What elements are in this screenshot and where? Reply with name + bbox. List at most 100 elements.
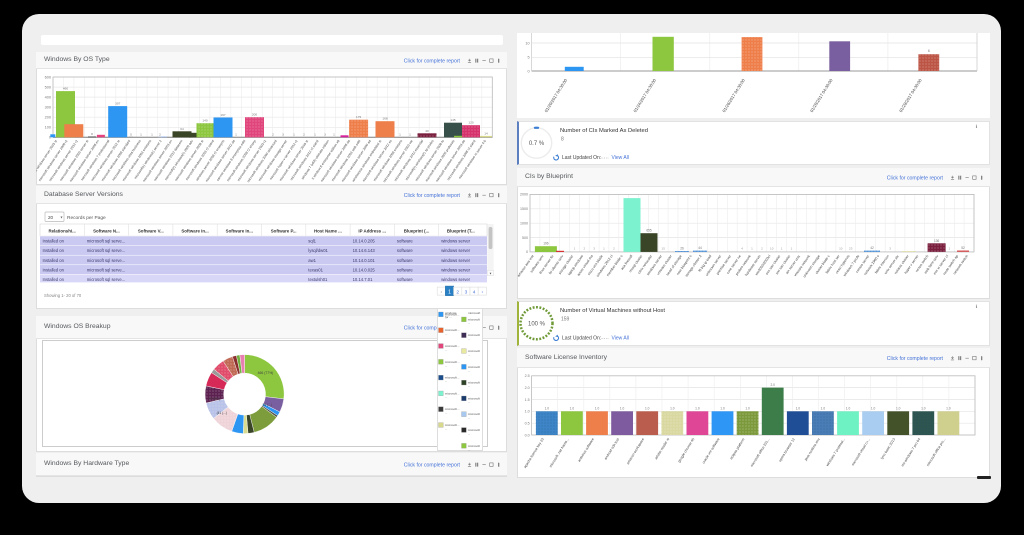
svg-text:64: 64 xyxy=(180,127,184,131)
svg-text:5: 5 xyxy=(527,56,529,60)
svg-text:175: 175 xyxy=(356,115,361,119)
svg-text:Number of CIs Marked As Delete: Number of CIs Marked As Deleted xyxy=(560,128,648,134)
svg-text:...: ... xyxy=(445,316,448,320)
svg-text:▾: ▾ xyxy=(61,215,63,220)
svg-text:20: 20 xyxy=(48,215,54,220)
svg-text:...: ... xyxy=(468,447,471,451)
svg-text:1: 1 xyxy=(948,246,950,250)
svg-text:52: 52 xyxy=(961,246,965,250)
svg-text:1: 1 xyxy=(314,133,316,137)
svg-text:466 (77%): 466 (77%) xyxy=(258,371,274,375)
svg-text:0.0: 0.0 xyxy=(525,433,530,437)
svg-text:amazon workspace: amazon workspace xyxy=(626,437,645,465)
svg-text:1500: 1500 xyxy=(520,207,528,211)
svg-text:196: 196 xyxy=(543,242,549,246)
svg-text:android sdk tool: android sdk tool xyxy=(604,437,621,460)
svg-text:software: software xyxy=(397,267,413,272)
svg-text:aw1: aw1 xyxy=(308,258,316,263)
svg-text:1000: 1000 xyxy=(520,222,528,226)
svg-text:8: 8 xyxy=(561,137,564,143)
svg-text:microsoft: microsoft xyxy=(468,349,480,353)
svg-text:...: ... xyxy=(445,379,448,383)
svg-text:10: 10 xyxy=(770,246,774,250)
svg-text:2: 2 xyxy=(613,246,615,250)
svg-text:3: 3 xyxy=(593,246,595,250)
svg-text:...: ... xyxy=(468,416,471,420)
svg-text:1.0: 1.0 xyxy=(645,407,650,411)
svg-text:microsoft sql serve...: microsoft sql serve... xyxy=(87,248,125,253)
svg-text:microsoft office pro...: microsoft office pro... xyxy=(926,437,947,467)
svg-text:Number of Virtual Machines wit: Number of Virtual Machines without Host xyxy=(560,308,665,314)
svg-text:10.14.0.101: 10.14.0.101 xyxy=(353,258,376,263)
svg-text:0.5: 0.5 xyxy=(525,422,530,426)
svg-text:4: 4 xyxy=(473,290,476,296)
svg-text:5: 5 xyxy=(130,132,132,136)
svg-text:microsoft office 201...: microsoft office 201... xyxy=(750,437,771,467)
svg-text:1.0: 1.0 xyxy=(946,407,951,411)
svg-text:2.0: 2.0 xyxy=(770,383,775,387)
svg-text:Software In...: Software In... xyxy=(226,229,253,234)
svg-text:23: 23 xyxy=(849,246,853,250)
svg-text:1.0: 1.0 xyxy=(846,407,851,411)
svg-text:windows server: windows server xyxy=(441,267,470,272)
svg-text:Host Name ...: Host Name ... xyxy=(314,229,342,234)
svg-text:Installed on: Installed on xyxy=(43,239,65,244)
svg-text:texas01: texas01 xyxy=(308,267,323,272)
svg-text:2: 2 xyxy=(583,246,585,250)
svg-text:500: 500 xyxy=(522,236,528,240)
svg-text:Last Updated On:: Last Updated On: xyxy=(562,155,601,161)
svg-text:3: 3 xyxy=(889,246,891,250)
svg-text:antivirus software: antivirus software xyxy=(577,437,595,462)
svg-text:10.14.0.025: 10.14.0.025 xyxy=(353,267,376,272)
svg-text:...: ... xyxy=(445,348,448,352)
svg-text:0: 0 xyxy=(526,250,528,254)
svg-text:55 (...): 55 (...) xyxy=(263,403,272,407)
svg-text:2: 2 xyxy=(303,133,305,137)
svg-text:2000: 2000 xyxy=(520,193,528,197)
svg-text:42: 42 xyxy=(870,246,874,250)
svg-text:›: › xyxy=(481,291,483,296)
svg-text:145: 145 xyxy=(450,118,455,122)
svg-text:lync basic 2013: lync basic 2013 xyxy=(880,437,896,460)
svg-text:Installed on: Installed on xyxy=(43,277,65,282)
svg-text:...: ... xyxy=(445,395,448,399)
svg-text:3: 3 xyxy=(282,133,284,137)
svg-text:120: 120 xyxy=(468,121,473,125)
svg-text:microsoft...: microsoft... xyxy=(445,344,460,348)
svg-text:1: 1 xyxy=(751,246,753,250)
svg-text:microsoft: microsoft xyxy=(468,333,480,337)
svg-text:01/24/2017 04:30:00: 01/24/2017 04:30:00 xyxy=(632,77,657,113)
svg-text:Click for complete report: Click for complete report xyxy=(887,176,944,182)
svg-text:...: ... xyxy=(468,368,471,372)
svg-text:microsoft...: microsoft... xyxy=(445,407,460,411)
svg-text:100 %: 100 % xyxy=(528,321,546,327)
svg-text:View All: View All xyxy=(612,155,629,161)
svg-text:...: ... xyxy=(468,384,471,388)
svg-text:Blueprint (...: Blueprint (... xyxy=(404,229,430,234)
svg-text:microsoft: microsoft xyxy=(468,444,480,448)
svg-text:1: 1 xyxy=(781,246,783,250)
svg-text:...: ... xyxy=(468,321,471,325)
svg-text:Click for complete report: Click for complete report xyxy=(404,59,461,65)
svg-text:3: 3 xyxy=(465,290,468,296)
svg-text:Installed on: Installed on xyxy=(43,248,65,253)
svg-text:1.0: 1.0 xyxy=(871,407,876,411)
svg-text:655: 655 xyxy=(646,229,652,233)
svg-text:(41 (...): (41 (...) xyxy=(217,411,227,415)
svg-text:windows 7 professi...: windows 7 professi... xyxy=(825,437,846,467)
svg-text:windows server: windows server xyxy=(441,248,470,253)
svg-text:lysql/dw01: lysql/dw01 xyxy=(308,248,328,253)
svg-text:windows server: windows server xyxy=(441,239,470,244)
svg-text:microsoft...: microsoft... xyxy=(445,423,460,427)
svg-text:windows server: windows server xyxy=(441,258,470,263)
svg-text:1: 1 xyxy=(151,133,153,137)
svg-text:...: ... xyxy=(468,337,471,341)
svg-text:140: 140 xyxy=(202,119,207,123)
svg-text:software: software xyxy=(397,239,413,244)
svg-text:▾: ▾ xyxy=(490,272,492,276)
svg-text:microsoft: microsoft xyxy=(468,381,480,385)
svg-text:ms windows 7 pro 64: ms windows 7 pro 64 xyxy=(900,437,921,467)
svg-text:400: 400 xyxy=(45,95,51,99)
svg-text:2.5: 2.5 xyxy=(525,374,530,378)
svg-text:Blueprint (T...: Blueprint (T... xyxy=(447,229,475,234)
